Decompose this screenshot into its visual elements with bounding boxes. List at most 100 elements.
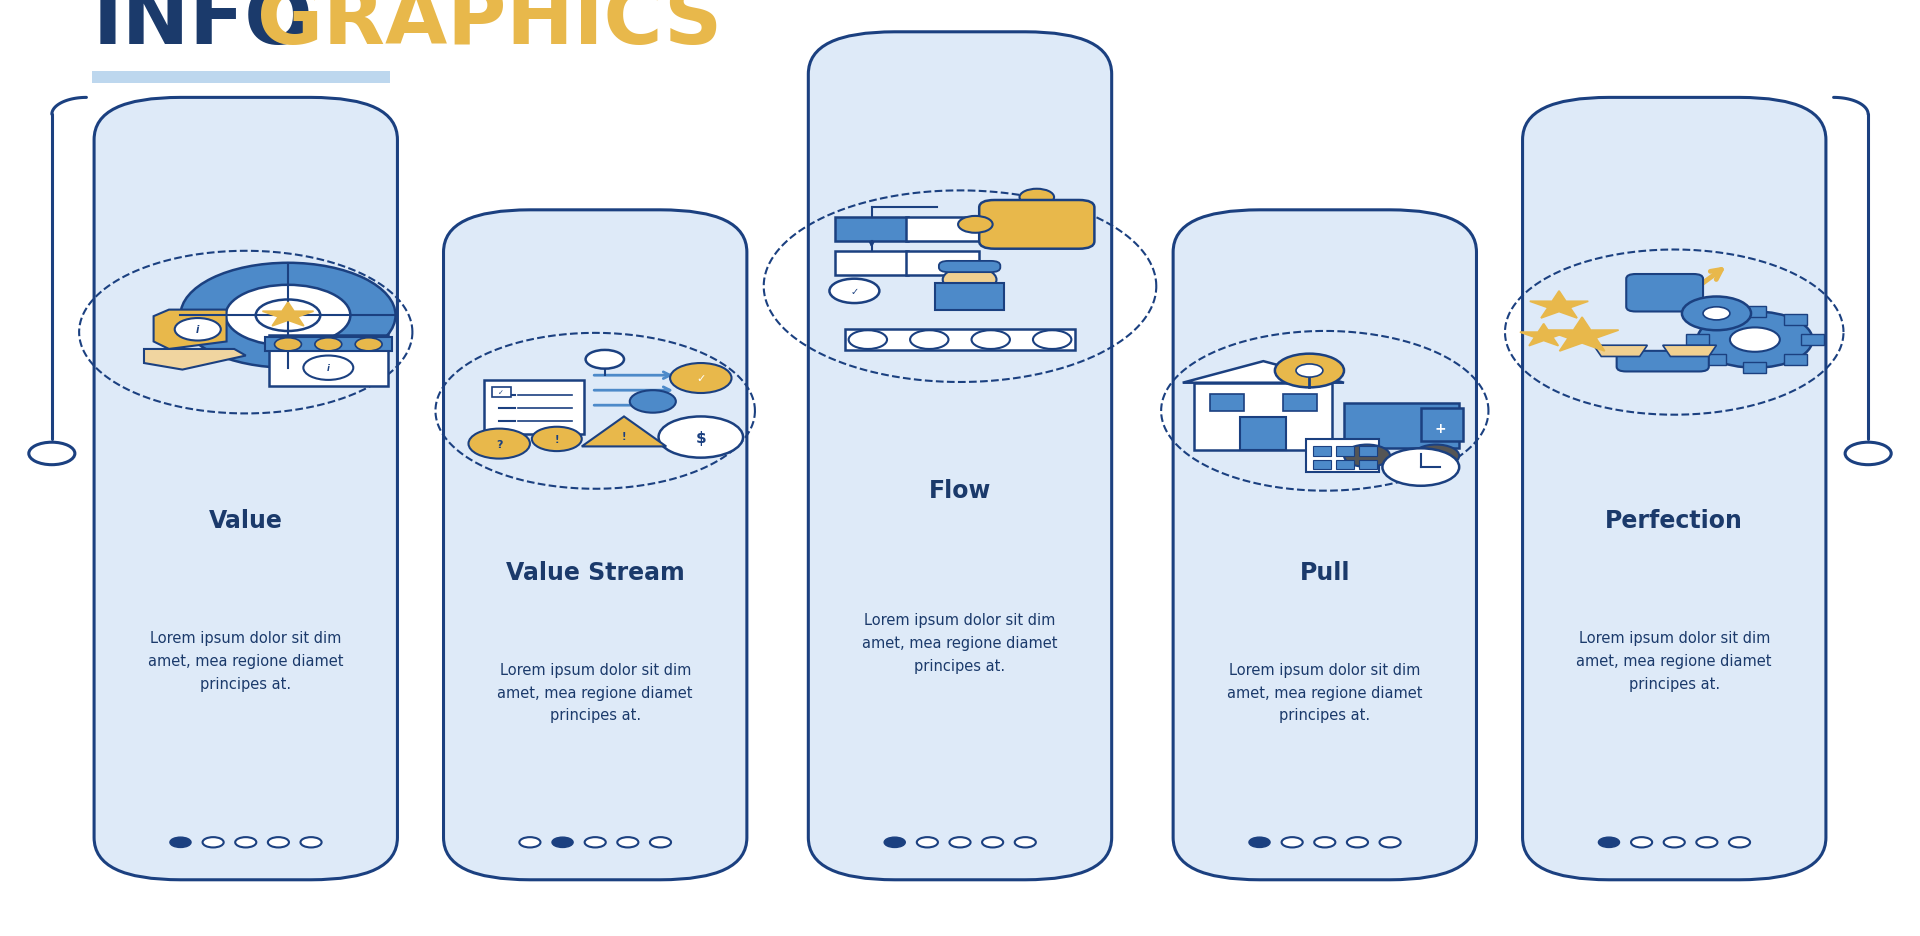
Bar <box>906 218 979 241</box>
Bar <box>1194 384 1332 451</box>
Circle shape <box>1730 329 1780 353</box>
Text: Lorem ipsum dolor sit dim
amet, mea regione diamet
principes at.: Lorem ipsum dolor sit dim amet, mea regi… <box>1227 662 1423 723</box>
Bar <box>1336 461 1354 470</box>
Bar <box>1703 355 1726 366</box>
Circle shape <box>586 837 607 848</box>
Bar <box>1306 440 1379 472</box>
Circle shape <box>943 268 996 294</box>
Circle shape <box>630 391 676 414</box>
FancyBboxPatch shape <box>1617 352 1709 373</box>
Circle shape <box>1597 837 1620 848</box>
FancyBboxPatch shape <box>1173 211 1476 880</box>
Bar <box>1686 335 1709 346</box>
Circle shape <box>1663 837 1686 848</box>
Bar <box>1210 395 1244 412</box>
Text: Value Stream: Value Stream <box>505 560 685 584</box>
Bar <box>1801 335 1824 346</box>
Circle shape <box>618 837 637 848</box>
Circle shape <box>948 837 970 848</box>
Bar <box>1703 314 1726 326</box>
Text: $: $ <box>695 430 707 446</box>
Bar <box>92 72 390 84</box>
Circle shape <box>269 837 290 848</box>
Circle shape <box>918 837 939 848</box>
Circle shape <box>849 331 887 350</box>
Circle shape <box>169 837 190 848</box>
Text: Value: Value <box>209 508 282 533</box>
Bar <box>1336 447 1354 457</box>
Bar <box>835 218 908 241</box>
Circle shape <box>1413 446 1459 468</box>
Bar <box>269 336 388 388</box>
Circle shape <box>1703 308 1730 321</box>
Polygon shape <box>263 303 313 327</box>
Text: i: i <box>326 364 330 373</box>
Text: Perfection: Perfection <box>1605 508 1743 533</box>
Bar <box>935 285 1004 311</box>
Bar <box>1359 461 1377 470</box>
Circle shape <box>1382 449 1459 487</box>
Text: ✓: ✓ <box>851 286 858 297</box>
Bar <box>906 251 979 275</box>
Text: Pull: Pull <box>1300 560 1350 584</box>
Polygon shape <box>154 311 227 350</box>
Circle shape <box>983 837 1002 848</box>
Circle shape <box>202 837 223 848</box>
Text: +: + <box>1434 421 1446 435</box>
Circle shape <box>649 837 672 848</box>
Circle shape <box>1033 331 1071 350</box>
Circle shape <box>1630 837 1651 848</box>
Circle shape <box>1346 837 1367 848</box>
Circle shape <box>1697 313 1812 369</box>
Circle shape <box>355 339 382 352</box>
Circle shape <box>910 331 948 350</box>
Circle shape <box>1296 365 1323 377</box>
Circle shape <box>972 331 1010 350</box>
FancyBboxPatch shape <box>979 200 1094 249</box>
Circle shape <box>1845 443 1891 465</box>
Bar <box>1421 408 1463 442</box>
Circle shape <box>670 364 732 393</box>
FancyBboxPatch shape <box>444 211 747 880</box>
Bar <box>1313 461 1331 470</box>
Circle shape <box>958 217 993 234</box>
Bar <box>835 251 908 275</box>
Polygon shape <box>144 350 246 371</box>
Circle shape <box>180 264 396 369</box>
Bar <box>492 388 511 397</box>
FancyBboxPatch shape <box>1626 275 1703 313</box>
Text: Lorem ipsum dolor sit dim
amet, mea regione diamet
principes at.: Lorem ipsum dolor sit dim amet, mea regi… <box>148 631 344 692</box>
Bar <box>1359 447 1377 457</box>
Circle shape <box>883 837 904 848</box>
Text: ✓: ✓ <box>497 389 505 396</box>
Circle shape <box>275 339 301 352</box>
Bar <box>265 338 392 352</box>
Circle shape <box>468 429 530 460</box>
Bar <box>1240 418 1286 451</box>
Bar <box>1313 447 1331 457</box>
Bar <box>1344 404 1459 449</box>
Text: Lorem ipsum dolor sit dim
amet, mea regione diamet
principes at.: Lorem ipsum dolor sit dim amet, mea regi… <box>862 612 1058 673</box>
Text: Lorem ipsum dolor sit dim
amet, mea regione diamet
principes at.: Lorem ipsum dolor sit dim amet, mea regi… <box>497 662 693 723</box>
Circle shape <box>659 417 743 459</box>
Bar <box>484 381 584 434</box>
Bar <box>845 330 1075 351</box>
Bar <box>1743 307 1766 318</box>
Circle shape <box>29 443 75 465</box>
Circle shape <box>1697 837 1716 848</box>
Text: GRAPHICS: GRAPHICS <box>257 0 722 61</box>
Circle shape <box>829 279 879 304</box>
Bar <box>1283 395 1317 412</box>
Bar <box>1743 363 1766 374</box>
Circle shape <box>175 319 221 342</box>
Text: Lorem ipsum dolor sit dim
amet, mea regione diamet
principes at.: Lorem ipsum dolor sit dim amet, mea regi… <box>1576 631 1772 692</box>
FancyBboxPatch shape <box>939 261 1000 273</box>
Bar <box>1784 314 1807 326</box>
Text: !: ! <box>555 434 559 445</box>
Circle shape <box>1020 189 1054 207</box>
Polygon shape <box>1521 325 1567 346</box>
Text: i: i <box>196 325 200 335</box>
Circle shape <box>532 428 582 452</box>
Circle shape <box>1248 837 1269 848</box>
Text: INFO: INFO <box>92 0 313 61</box>
